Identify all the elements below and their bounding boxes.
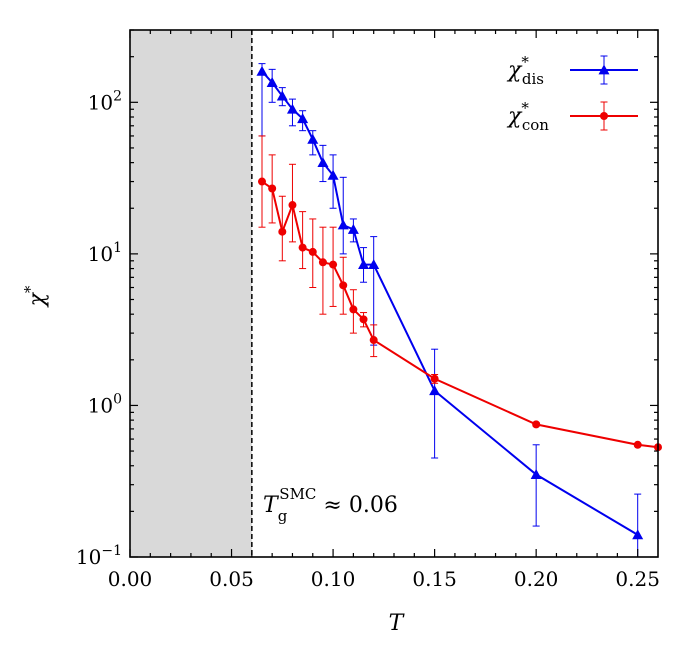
- point-dis-10: [358, 259, 370, 269]
- y-tick-label-0: 10−1: [76, 543, 122, 569]
- y-axis-label-sup: *: [21, 285, 39, 293]
- point-con-11: [369, 336, 378, 345]
- point-con-6: [318, 258, 327, 267]
- x-axis-label: T: [389, 611, 406, 636]
- point-dis-12: [429, 385, 441, 396]
- y-tick-label-3: 102: [88, 88, 122, 114]
- tg-annotation-rest: ≈ 0.06: [316, 493, 397, 518]
- point-con-14: [633, 440, 642, 449]
- legend-label-con: χ* con: [506, 99, 549, 134]
- x-tick-label-5: 0.25: [615, 567, 660, 591]
- point-dis-3: [286, 103, 298, 114]
- x-tick-label-0: 0.00: [108, 567, 153, 591]
- shaded-region-layer: [130, 30, 253, 557]
- point-dis-1: [266, 77, 278, 87]
- point-con-3: [288, 201, 297, 210]
- point-dis-6: [317, 157, 329, 168]
- legend-label-base-dis: χ: [506, 58, 523, 83]
- legend-label-sub-con: con: [522, 116, 549, 134]
- point-dis-4: [297, 113, 309, 124]
- y-tick-label-exp-2: 1: [113, 240, 122, 256]
- point-con-9: [349, 305, 358, 314]
- series-con: [258, 135, 662, 452]
- x-tick-label-1: 0.05: [209, 567, 254, 591]
- series-line-con: [261, 180, 659, 449]
- point-dis-7: [327, 169, 339, 180]
- x-tick-label-4: 0.20: [514, 567, 559, 591]
- point-dis-0: [256, 65, 268, 76]
- y-tick-label-exp-0: −1: [101, 543, 122, 559]
- point-con-8: [339, 281, 348, 290]
- legend-label-sup-dis: *: [521, 53, 529, 71]
- y-axis-label-base: χ: [25, 291, 50, 308]
- point-con-5: [308, 247, 317, 256]
- point-con-2: [278, 227, 287, 236]
- point-dis-9: [347, 223, 359, 234]
- y-tick-label-exp-3: 2: [113, 88, 122, 104]
- series-dis: [256, 63, 644, 557]
- tg-annotation-sup: SMC: [279, 485, 316, 503]
- point-dis-14: [632, 529, 644, 540]
- point-con-13: [532, 420, 541, 429]
- y-tick-label-1: 100: [88, 391, 122, 417]
- legend-label-base-con: χ: [506, 104, 523, 129]
- point-con-0: [258, 177, 266, 186]
- legend-label-dis: χ* dis: [506, 53, 544, 88]
- point-con-4: [298, 243, 307, 252]
- legend-label-sup-con: *: [521, 99, 529, 117]
- point-dis-2: [276, 90, 288, 101]
- tg-annotation-sub: g: [278, 507, 288, 525]
- tg-annotation: Tg SMC ≈ 0.06: [263, 485, 398, 525]
- tg-annotation-symbol: T: [263, 493, 280, 518]
- series-layer: [256, 63, 662, 557]
- legend-marker-dis: [598, 64, 610, 75]
- y-tick-label-2: 101: [88, 240, 122, 266]
- point-dis-11: [368, 259, 380, 269]
- y-tick-label-base-0: 10: [76, 545, 101, 569]
- point-dis-8: [337, 219, 349, 230]
- shaded-region: [130, 30, 252, 557]
- x-tick-label-3: 0.15: [412, 567, 457, 591]
- y-tick-label-base-2: 10: [88, 242, 113, 266]
- point-con-12: [430, 374, 439, 383]
- x-tick-label-2: 0.10: [311, 567, 356, 591]
- y-tick-label-base-1: 10: [88, 393, 113, 417]
- point-dis-13: [530, 469, 542, 479]
- point-dis-5: [307, 133, 319, 144]
- y-axis-label: χ*: [21, 285, 50, 308]
- point-con-1: [268, 184, 277, 193]
- legend-marker-con: [600, 112, 608, 120]
- y-tick-label-exp-1: 0: [113, 391, 122, 407]
- legend-label-sub-dis: dis: [522, 70, 544, 88]
- point-con-10: [359, 315, 368, 324]
- y-tick-label-base-3: 10: [88, 90, 113, 114]
- point-con-7: [329, 260, 338, 269]
